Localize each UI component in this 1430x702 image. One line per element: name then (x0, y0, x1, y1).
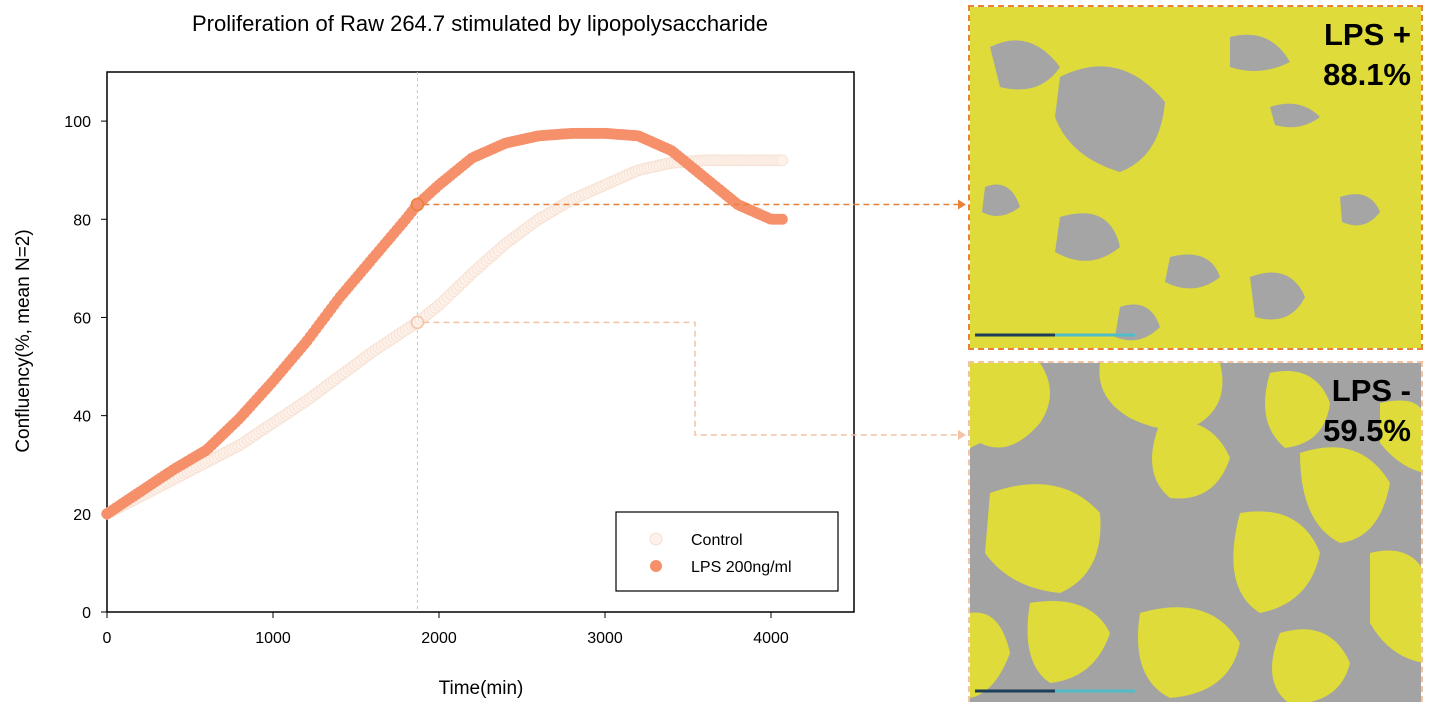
micrograph-image-lps-plus (970, 7, 1421, 348)
x-tick-label: 2000 (421, 630, 457, 647)
label-lps-plus: LPS + (1323, 17, 1411, 52)
x-axis-label: Time(min) (439, 678, 524, 699)
micrograph-image-lps-minus (970, 363, 1421, 702)
micrograph-lps-minus: LPS - 59.5% (968, 361, 1423, 702)
legend-label-lps: LPS 200ng/ml (691, 559, 792, 576)
callout-arrow-control (958, 430, 966, 440)
x-tick-label: 3000 (587, 630, 623, 647)
legend-box (615, 511, 839, 592)
y-tick-label: 0 (82, 605, 91, 622)
micrograph-lps-plus: LPS + 88.1% (968, 5, 1423, 350)
data-point (776, 213, 788, 225)
legend-label-control: Control (691, 532, 743, 549)
y-tick-label: 40 (73, 409, 91, 426)
legend: Control LPS 200ng/ml (615, 511, 839, 592)
y-axis-label: Confluency(%, mean N=2) (13, 229, 34, 452)
series-control (101, 154, 789, 520)
callout-line-control (423, 321, 958, 436)
value-lps-plus: 88.1% (1323, 57, 1411, 92)
y-tick-label: 60 (73, 310, 91, 327)
chart-title: Proliferation of Raw 264.7 stimulated by… (192, 11, 768, 36)
x-tick-label: 4000 (753, 630, 789, 647)
legend-marker-lps (650, 560, 662, 572)
callout-arrow-lps (958, 199, 966, 210)
label-lps-minus: LPS - (1331, 373, 1411, 408)
y-tick-label: 100 (64, 114, 91, 131)
y-tick-label: 80 (73, 212, 91, 229)
data-point (776, 154, 789, 167)
x-tick-label: 0 (103, 630, 112, 647)
value-lps-minus: 59.5% (1323, 413, 1411, 448)
x-tick-label: 1000 (255, 630, 291, 647)
legend-marker-control (649, 532, 663, 546)
y-tick-label: 20 (73, 507, 91, 524)
